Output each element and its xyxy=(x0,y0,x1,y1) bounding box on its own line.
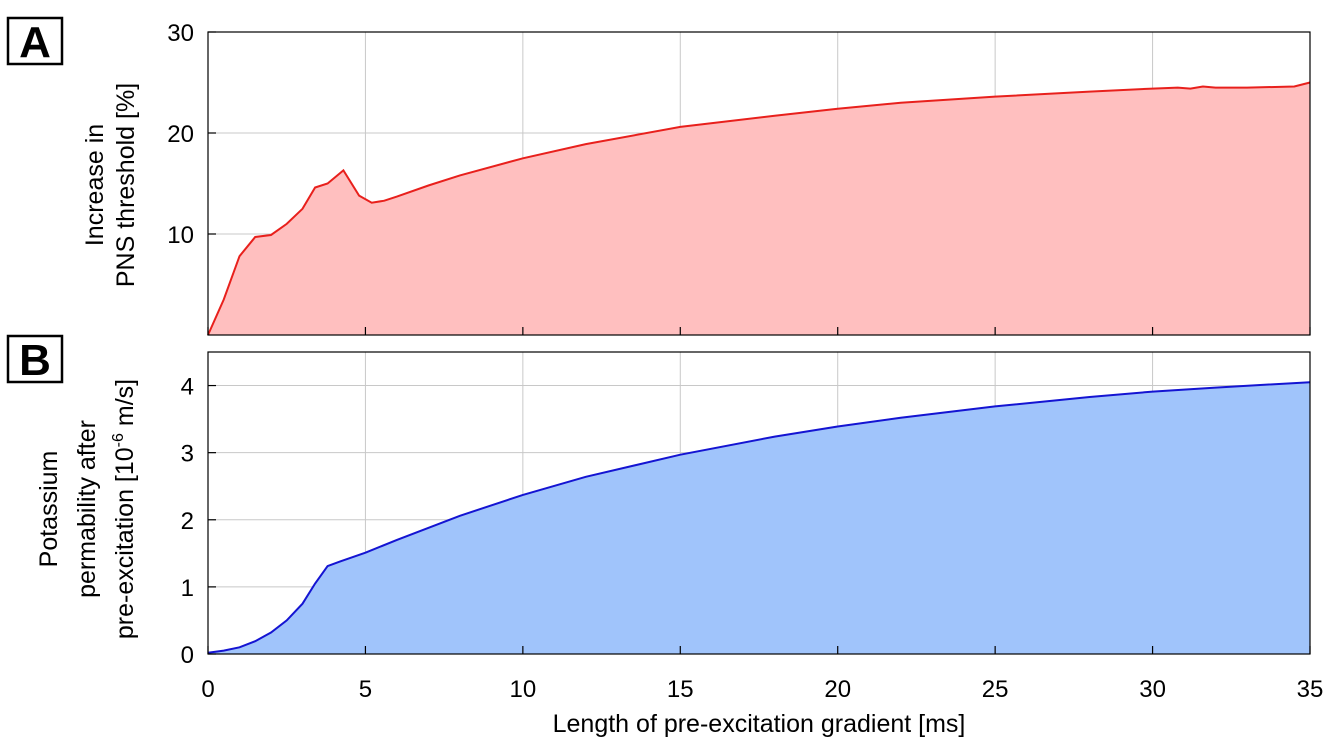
y-tick-label: 4 xyxy=(181,374,194,401)
y-tick-label: 10 xyxy=(167,222,194,249)
x-tick-label: 15 xyxy=(667,676,694,703)
y-tick-label: 30 xyxy=(167,20,194,47)
x-axis-label: Length of pre-excitation gradient [ms] xyxy=(553,710,966,738)
panel-a-ylabel-line2: PNS threshold [%] xyxy=(112,83,140,287)
panel-b-ylabel-line3-post: m/s] xyxy=(111,379,139,433)
x-tick-label: 25 xyxy=(982,676,1009,703)
y-tick-label: 2 xyxy=(181,508,194,535)
panel-a-axes-frame xyxy=(207,31,1311,336)
panel-b-area-fill xyxy=(208,382,1310,654)
panel-b-ylabel-line1: Potassium xyxy=(35,451,63,568)
panel-a-area-fill xyxy=(208,82,1310,335)
panel-a: 10 20 30 A Increase in PNS threshold [%] xyxy=(6,16,1311,336)
panel-b-ylabel-line2: permability after xyxy=(73,420,101,598)
panel-b-y-ticks: 0 1 2 3 4 xyxy=(181,374,216,669)
panel-a-letter-box xyxy=(6,16,64,66)
x-tick-label: 5 xyxy=(359,676,372,703)
x-tick-label: 20 xyxy=(824,676,851,703)
y-tick-label: 0 xyxy=(181,642,194,669)
y-tick-label: 3 xyxy=(181,441,194,468)
x-tick-label: 0 xyxy=(201,676,214,703)
panel-b: 0 1 2 3 4 0 5 10 15 20 25 30 35 B Potassium permabi… xyxy=(6,327,1323,738)
panel-b-ylabel-line3-pre: pre-excitation [10 xyxy=(111,447,139,639)
panel-a-y-ticks: 10 20 30 xyxy=(167,20,216,249)
y-tick-label: 20 xyxy=(167,121,194,148)
panel-b-axes-frame xyxy=(207,351,1311,655)
y-tick-label: 1 xyxy=(181,575,194,602)
x-tick-label: 10 xyxy=(510,676,537,703)
x-tick-label: 35 xyxy=(1297,676,1324,703)
panel-b-ylabel-line3: pre-excitation [10-6 m/s] xyxy=(110,379,139,639)
panel-a-letter: A xyxy=(19,18,51,67)
x-tick-label: 30 xyxy=(1139,676,1166,703)
x-ticks: 0 5 10 15 20 25 30 35 xyxy=(201,327,1323,703)
panel-b-letter-box xyxy=(6,334,64,384)
panel-b-ylabel-line3-sup: -6 xyxy=(110,433,127,447)
panel-b-series-line xyxy=(207,381,1311,654)
panel-a-series-line xyxy=(207,81,1311,336)
panel-a-ylabel-line1: Increase in xyxy=(81,124,109,246)
panel-b-letter: B xyxy=(19,336,51,385)
